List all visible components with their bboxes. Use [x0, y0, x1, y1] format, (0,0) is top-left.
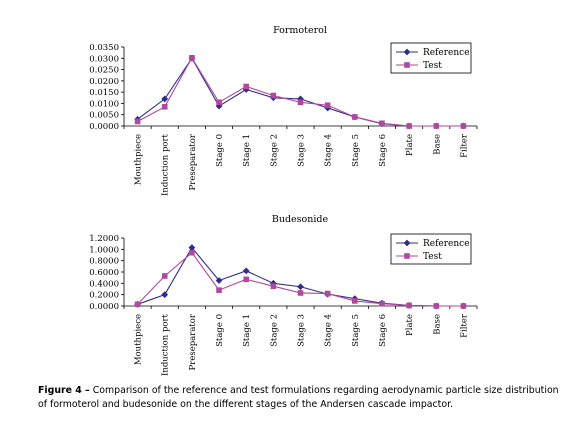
y-tick-label: 0.0350: [89, 43, 119, 53]
x-tick-label: Preseparator: [188, 313, 198, 370]
x-tick-label: Plate: [405, 134, 415, 156]
x-tick-label: Filter: [459, 313, 469, 338]
legend-marker-reference: [403, 48, 411, 56]
y-tick-label: 0.0300: [89, 54, 119, 64]
y-tick-label: 1.0000: [89, 245, 119, 255]
x-tick-label: Stage 5: [351, 134, 361, 167]
legend-label: Test: [423, 252, 442, 262]
x-tick-label: Induction port: [161, 133, 171, 196]
y-tick-label: 0.8000: [89, 257, 119, 267]
legend-label: Reference: [423, 48, 470, 58]
x-tick-label: Stage 5: [351, 314, 361, 347]
legend-marker-reference: [403, 239, 411, 247]
data-point-test: [243, 276, 249, 283]
x-tick-label: Induction port: [161, 313, 171, 376]
legend-marker-test: [404, 253, 410, 259]
y-tick-label: 0.0050: [89, 111, 119, 121]
x-tick-label: Mouthpiece: [134, 134, 144, 185]
legend-box: [390, 42, 472, 74]
data-point-test: [352, 298, 358, 304]
x-tick-label: Stage 6: [378, 314, 388, 347]
x-tick-label: Stage 6: [378, 134, 388, 167]
data-point-test: [406, 123, 412, 129]
x-tick-label: Mouthpiece: [134, 314, 144, 365]
data-point-test: [379, 300, 385, 307]
data-point-reference: [297, 95, 304, 103]
x-tick-label: Stage 3: [297, 134, 307, 167]
y-tick-label: 1.2000: [89, 234, 119, 244]
data-point-test: [216, 287, 222, 293]
data-point-reference: [161, 95, 169, 103]
x-tick-label: Preseparator: [188, 133, 198, 190]
chart-title: Budesonide: [272, 214, 329, 225]
data-point-test: [297, 290, 304, 296]
x-tick-label: Stage 0: [215, 134, 225, 167]
data-point-reference: [188, 244, 196, 252]
y-tick-label: 0.4000: [89, 279, 119, 289]
data-point-test: [161, 104, 168, 110]
data-point-reference: [161, 291, 169, 299]
data-point-reference: [242, 86, 250, 93]
data-point-test: [134, 301, 141, 308]
y-tick-label: 0.0000: [89, 302, 119, 312]
data-point-test: [460, 303, 467, 309]
x-tick-label: Filter: [459, 133, 469, 158]
x-tick-label: Stage 4: [324, 134, 334, 167]
data-point-test: [270, 92, 277, 99]
legend-box: [390, 233, 472, 265]
x-tick-label: Stage 1: [242, 314, 252, 347]
y-tick-label: 0.2000: [89, 291, 119, 301]
x-tick-label: Stage 1: [242, 134, 252, 167]
data-point-reference: [242, 267, 250, 275]
x-tick-label: Stage 2: [269, 134, 279, 167]
data-point-test: [352, 114, 358, 120]
data-point-test: [243, 83, 249, 90]
data-point-test: [324, 290, 331, 297]
x-tick-label: Stage 0: [215, 314, 225, 347]
data-point-test: [270, 283, 277, 289]
data-point-test: [134, 118, 141, 125]
chart-title: Formoterol: [273, 25, 327, 36]
data-point-test: [433, 123, 440, 129]
y-tick-label: 0.0200: [89, 77, 119, 87]
data-point-reference: [297, 283, 304, 291]
data-point-test: [189, 55, 195, 61]
legend-label: Reference: [423, 239, 470, 249]
data-point-reference: [215, 102, 223, 110]
y-tick-label: 0.0150: [89, 88, 119, 98]
x-tick-label: Stage 4: [324, 314, 334, 347]
data-point-test: [297, 99, 304, 106]
caption-text: Comparison of the reference and test for…: [38, 385, 559, 410]
data-point-test: [433, 303, 440, 309]
x-tick-label: Base: [432, 314, 442, 335]
x-tick-label: Plate: [405, 314, 415, 336]
data-point-test: [161, 273, 168, 279]
data-point-test: [324, 102, 331, 109]
data-point-test: [379, 120, 385, 127]
data-point-test: [216, 99, 222, 106]
y-tick-label: 0.0100: [89, 99, 119, 109]
data-point-test: [406, 302, 412, 309]
data-point-test: [189, 249, 195, 256]
legend-marker-test: [404, 62, 410, 68]
data-point-reference: [215, 277, 223, 284]
x-tick-label: Base: [432, 134, 442, 155]
caption-lead: Figure 4 –: [38, 385, 90, 396]
legend-label: Test: [423, 61, 442, 71]
y-tick-label: 0.0000: [89, 122, 119, 132]
y-tick-label: 0.0250: [89, 66, 119, 76]
figure-caption: Figure 4 – Comparison of the reference a…: [38, 384, 563, 412]
x-tick-label: Stage 3: [297, 314, 307, 347]
x-tick-label: Stage 2: [269, 314, 279, 347]
data-point-test: [460, 123, 467, 129]
y-tick-label: 0.6000: [89, 268, 119, 278]
